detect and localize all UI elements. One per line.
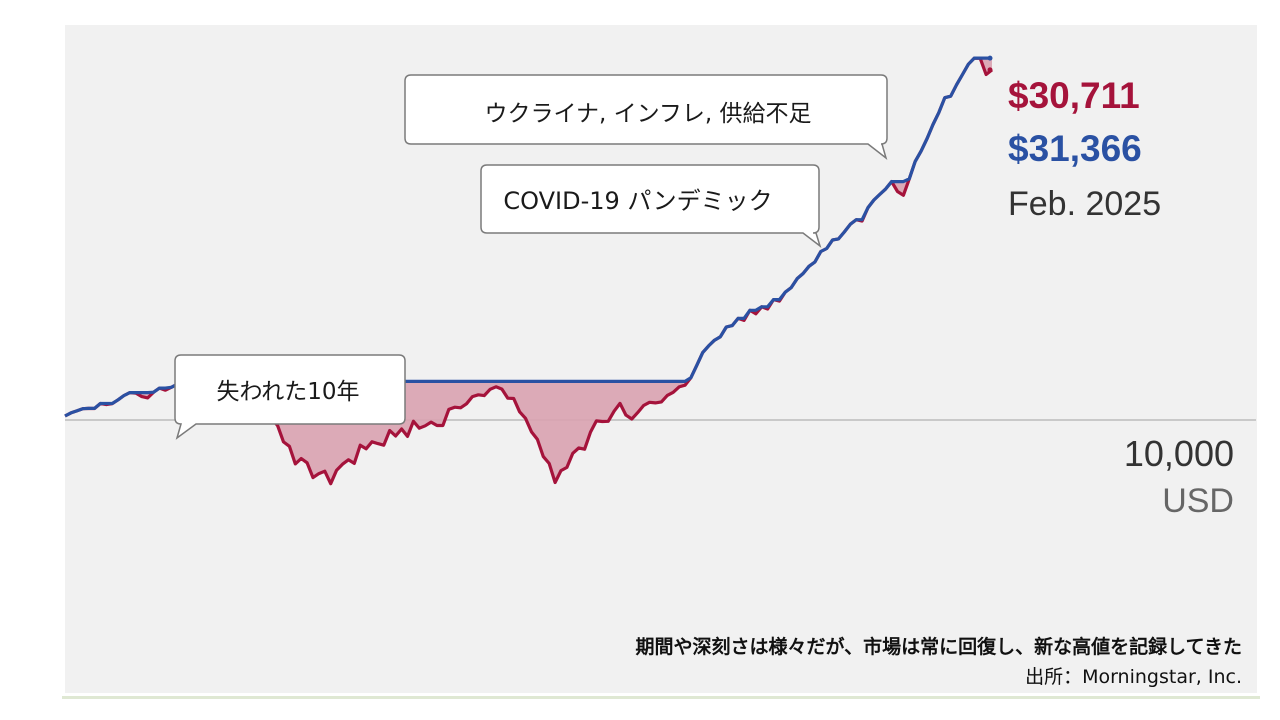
- reference-value: 10,000: [1124, 433, 1234, 474]
- reference-unit: USD: [1162, 482, 1234, 520]
- callout-text: ウクライナ, インフレ, 供給不足: [484, 101, 811, 127]
- callout-box: [480, 164, 822, 249]
- blue-end-marker: [987, 55, 993, 61]
- source-note: 出所：Morningstar, Inc.: [1025, 666, 1242, 688]
- callout-ukraine: ウクライナ, インフレ, 供給不足: [404, 74, 888, 161]
- callout-text: 失われた10年: [216, 379, 359, 405]
- red-end-value: $30,711: [1008, 75, 1140, 116]
- bottom-rule: [62, 696, 1260, 699]
- blue-end-value: $31,366: [1008, 128, 1142, 169]
- callout-text: COVID-19 パンデミック: [503, 187, 772, 215]
- callout-lost-decade: 失われた10年: [174, 354, 406, 440]
- callout-box: [174, 354, 406, 440]
- callout-covid: COVID-19 パンデミック: [480, 164, 822, 249]
- callout-box: [404, 74, 888, 161]
- caption: 期間や深刻さは様々だが、市場は常に回復し、新な高値を記録してきた: [635, 636, 1242, 658]
- end-date: Feb. 2025: [1008, 185, 1161, 223]
- red-end-marker: [987, 67, 993, 73]
